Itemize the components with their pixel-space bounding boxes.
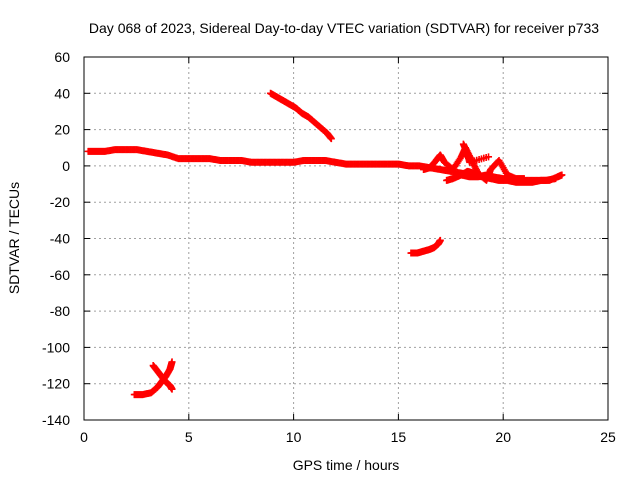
- series-lower-mid: [407, 236, 444, 257]
- data-point: [168, 385, 176, 393]
- y-axis-label: SDTVAR / TECUs: [6, 182, 22, 294]
- y-tick-label: -140: [42, 412, 70, 428]
- data-point: [485, 153, 493, 161]
- x-tick-labels: 0 5 10 15 20 25: [80, 429, 616, 445]
- x-axis-label: GPS time / hours: [293, 457, 400, 473]
- series-x-stroke-2: [149, 362, 176, 393]
- data-point: [168, 358, 176, 366]
- y-tick-label: -60: [50, 267, 70, 283]
- y-tick-label: 60: [54, 49, 70, 65]
- series-diagonal-upper: [267, 89, 335, 143]
- series-main-trace: [84, 146, 560, 184]
- x-tick-label: 10: [286, 429, 302, 445]
- y-tick-label: 20: [54, 122, 70, 138]
- y-tick-label: 0: [62, 158, 70, 174]
- y-tick-label: -20: [50, 194, 70, 210]
- data-point: [489, 173, 497, 181]
- y-tick-label: -120: [42, 376, 70, 392]
- grid-lines: [84, 57, 608, 420]
- series-spikes: [459, 140, 493, 166]
- data-series: [84, 89, 566, 399]
- data-point: [520, 175, 528, 183]
- y-tick-label: 40: [54, 85, 70, 101]
- y-tick-label: -40: [50, 231, 70, 247]
- x-tick-label: 15: [391, 429, 407, 445]
- series-side-trace: [443, 171, 497, 184]
- data-point: [327, 135, 335, 143]
- x-tick-label: 25: [600, 429, 616, 445]
- axis-ticks: [83, 56, 609, 421]
- x-tick-label: 0: [80, 429, 88, 445]
- data-point: [436, 236, 444, 244]
- y-tick-labels: -140 -120 -100 -80 -60 -40 -20 0 20 40 60: [42, 49, 70, 428]
- data-point: [558, 171, 566, 179]
- chart-title: Day 068 of 2023, Sidereal Day-to-day VTE…: [89, 20, 599, 36]
- y-tick-label: -80: [50, 303, 70, 319]
- x-tick-label: 20: [495, 429, 511, 445]
- x-tick-label: 5: [185, 429, 193, 445]
- y-tick-label: -100: [42, 339, 70, 355]
